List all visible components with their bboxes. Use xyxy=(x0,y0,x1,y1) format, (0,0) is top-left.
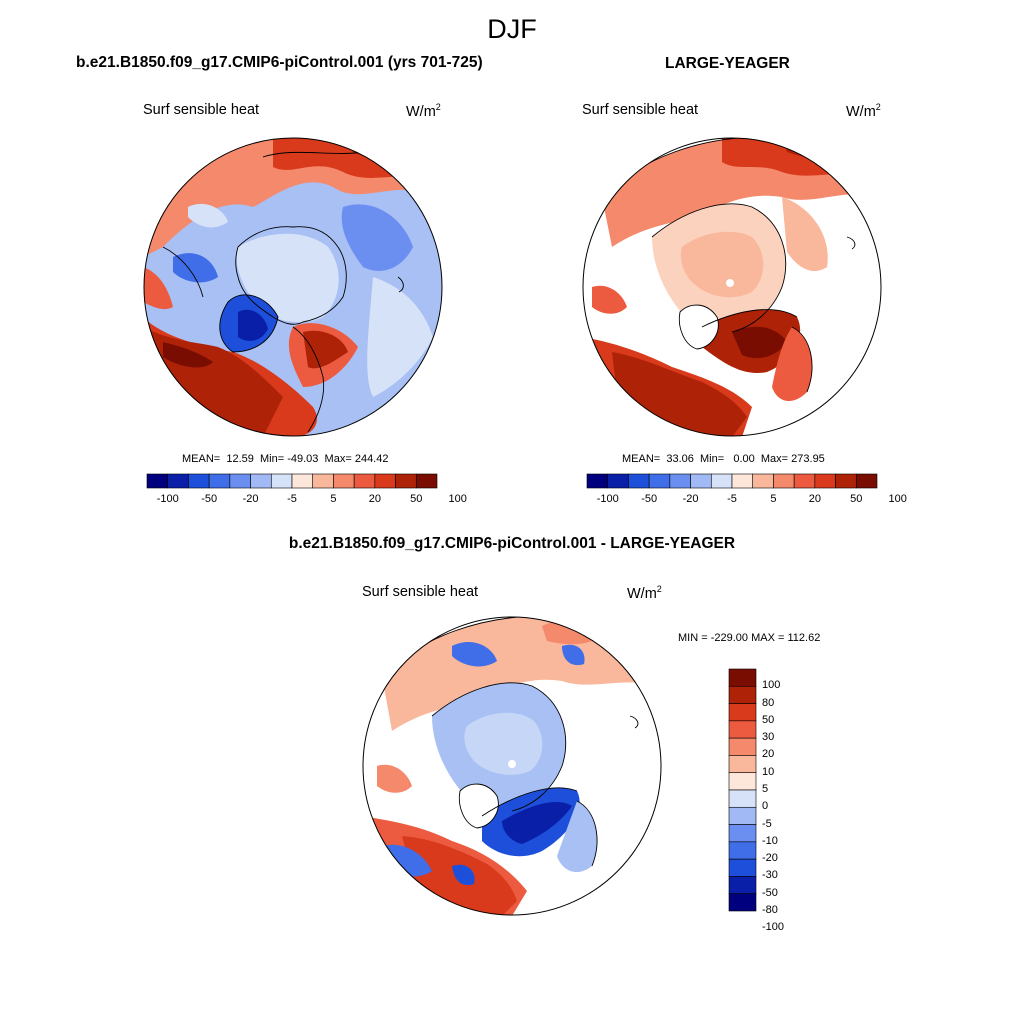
colorbar-tick-label: 50 xyxy=(850,493,863,505)
colorbar-swatch xyxy=(270,473,293,489)
panel-3-greenland-nodata xyxy=(458,783,499,829)
panel-3-variable-label: Surf sensible heat xyxy=(362,584,479,600)
panel-1-units: W/m2 xyxy=(406,102,441,120)
colorbar-tick-label: 50 xyxy=(762,713,775,726)
colorbar-swatch xyxy=(229,473,251,489)
panel-3-map xyxy=(362,616,662,916)
colorbar-tick-label: 20 xyxy=(762,748,775,761)
colorbar-tick-label: 10 xyxy=(762,765,775,778)
panel-1-map-boundary xyxy=(143,137,443,437)
panel-2-greenland-nodata xyxy=(678,304,719,350)
colorbar-swatch xyxy=(835,473,857,489)
colorbar-swatch xyxy=(752,473,774,489)
colorbar-tick-label: 0 xyxy=(762,800,769,813)
colorbar-swatch xyxy=(728,841,757,860)
colorbar-swatch xyxy=(793,473,816,489)
panel-3-colorbar xyxy=(728,668,757,912)
colorbar-swatch xyxy=(607,473,629,489)
colorbar-tick-label: 5 xyxy=(330,493,337,505)
colorbar-tick-label: -50 xyxy=(641,493,658,505)
colorbar-tick-label: -20 xyxy=(242,493,259,505)
colorbar-swatch xyxy=(728,737,757,756)
colorbar-swatch xyxy=(395,473,417,489)
colorbar-swatch xyxy=(146,473,169,489)
panel-3-pole-hole xyxy=(508,760,516,768)
colorbar-swatch xyxy=(728,755,757,774)
colorbar-swatch xyxy=(728,772,757,791)
colorbar-swatch xyxy=(415,473,438,489)
colorbar-tick-label: 20 xyxy=(808,493,821,505)
colorbar-tick-label: -50 xyxy=(762,886,778,899)
colorbar-tick-label: -100 xyxy=(596,493,619,505)
colorbar-tick-label: 80 xyxy=(762,696,775,709)
colorbar-swatch xyxy=(188,473,210,489)
colorbar-tick-label: -100 xyxy=(156,493,179,505)
colorbar-tick-label: 100 xyxy=(888,493,907,505)
colorbar-tick-label: -5 xyxy=(287,493,297,505)
colorbar-tick-label: 100 xyxy=(448,493,467,505)
colorbar-swatch xyxy=(648,473,671,489)
colorbar-swatch xyxy=(669,473,691,489)
panel-2-map-boundary xyxy=(582,137,882,437)
colorbar-swatch xyxy=(728,685,757,704)
colorbar-tick-label: -80 xyxy=(762,904,778,916)
panel-1-map xyxy=(143,137,443,437)
figure-title: DJF xyxy=(487,14,537,44)
panel-2-pole-hole xyxy=(726,279,734,287)
colorbar-tick-label: 50 xyxy=(410,493,423,505)
colorbar-tick-label: -5 xyxy=(727,493,737,505)
colorbar-swatch xyxy=(773,473,795,489)
colorbar-tick-label: 30 xyxy=(762,731,775,744)
colorbar-tick-label: -100 xyxy=(762,921,785,934)
panel-1-colorbar xyxy=(146,473,438,489)
colorbar-swatch xyxy=(374,473,396,489)
colorbar-tick-label: 5 xyxy=(770,493,777,505)
panel-1-stats: MEAN= 12.59 Min= -49.03 Max= 244.42 xyxy=(182,453,389,465)
panel-2-stats: MEAN= 33.06 Min= 0.00 Max= 273.95 xyxy=(622,453,825,465)
colorbar-tick-label: -20 xyxy=(762,852,778,865)
colorbar-tick-label: 5 xyxy=(762,783,769,795)
colorbar-swatch xyxy=(690,473,712,489)
panel-2-colorbar xyxy=(586,473,878,489)
colorbar-swatch xyxy=(728,668,757,687)
colorbar-swatch xyxy=(710,473,733,489)
colorbar-tick-label: -50 xyxy=(201,493,218,505)
colorbar-swatch xyxy=(728,703,757,722)
colorbar-swatch xyxy=(731,473,754,489)
panel-3-minmax: MIN = -229.00 MAX = 112.62 xyxy=(678,632,821,644)
colorbar-swatch xyxy=(291,473,314,489)
colorbar-swatch xyxy=(728,720,757,739)
panel-1-variable-label: Surf sensible heat xyxy=(143,102,260,118)
colorbar-swatch xyxy=(728,893,757,912)
colorbar-swatch xyxy=(728,876,757,895)
panel-3-units: W/m2 xyxy=(627,584,662,602)
colorbar-swatch xyxy=(728,824,757,843)
colorbar-swatch xyxy=(728,858,757,877)
colorbar-swatch xyxy=(312,473,334,489)
colorbar-swatch xyxy=(250,473,272,489)
colorbar-swatch xyxy=(628,473,650,489)
colorbar-swatch xyxy=(333,473,355,489)
colorbar-tick-label: -30 xyxy=(762,869,778,882)
panel-3-title: b.e21.B1850.f09_g17.CMIP6-piControl.001 … xyxy=(288,535,736,552)
colorbar-swatch xyxy=(728,806,757,825)
colorbar-swatch xyxy=(208,473,231,489)
colorbar-tick-label: 100 xyxy=(762,679,781,692)
colorbar-swatch xyxy=(586,473,609,489)
colorbar-swatch xyxy=(353,473,376,489)
colorbar-swatch xyxy=(814,473,836,489)
panel-2-units: W/m2 xyxy=(846,102,881,120)
colorbar-tick-label: -5 xyxy=(762,817,772,830)
panel-2-variable-label: Surf sensible heat xyxy=(582,102,699,118)
panel-2-map xyxy=(582,137,882,437)
panel-1-title: b.e21.B1850.f09_g17.CMIP6-piControl.001 … xyxy=(76,54,483,71)
colorbar-swatch xyxy=(167,473,189,489)
colorbar-swatch xyxy=(855,473,878,489)
panel-3-map-boundary xyxy=(362,616,662,916)
panel-2-title: LARGE-YEAGER xyxy=(665,55,790,72)
colorbar-tick-label: -10 xyxy=(762,834,778,847)
colorbar-tick-label: -20 xyxy=(682,493,699,505)
colorbar-tick-label: 20 xyxy=(368,493,381,505)
colorbar-swatch xyxy=(728,789,757,808)
